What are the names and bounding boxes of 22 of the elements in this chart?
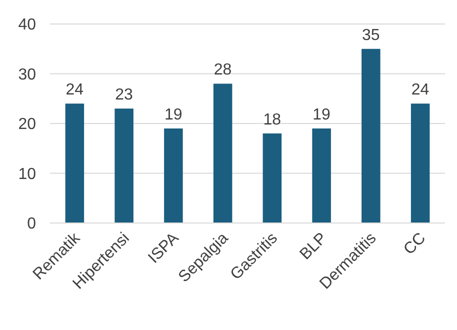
bar xyxy=(114,108,134,223)
data-label: 35 xyxy=(362,26,380,44)
data-label: 19 xyxy=(164,106,182,124)
x-tick-label: CC xyxy=(400,230,430,258)
bar xyxy=(262,133,282,223)
bar xyxy=(410,104,430,223)
bar xyxy=(312,128,331,223)
bar xyxy=(213,84,232,223)
y-tick-label: 40 xyxy=(18,16,36,34)
bar xyxy=(65,104,84,223)
data-label: 24 xyxy=(66,82,84,99)
data-label: 28 xyxy=(214,62,232,79)
bar xyxy=(164,128,183,223)
data-label: 24 xyxy=(411,82,430,99)
y-tick-label: 30 xyxy=(18,66,36,84)
y-tick-label: 10 xyxy=(18,166,36,183)
data-label: 18 xyxy=(263,111,282,128)
data-label: 23 xyxy=(115,86,134,104)
bar xyxy=(362,48,380,223)
y-tick-label: 0 xyxy=(27,216,36,233)
data-label: 19 xyxy=(312,106,331,124)
y-tick-label: 20 xyxy=(18,116,36,134)
